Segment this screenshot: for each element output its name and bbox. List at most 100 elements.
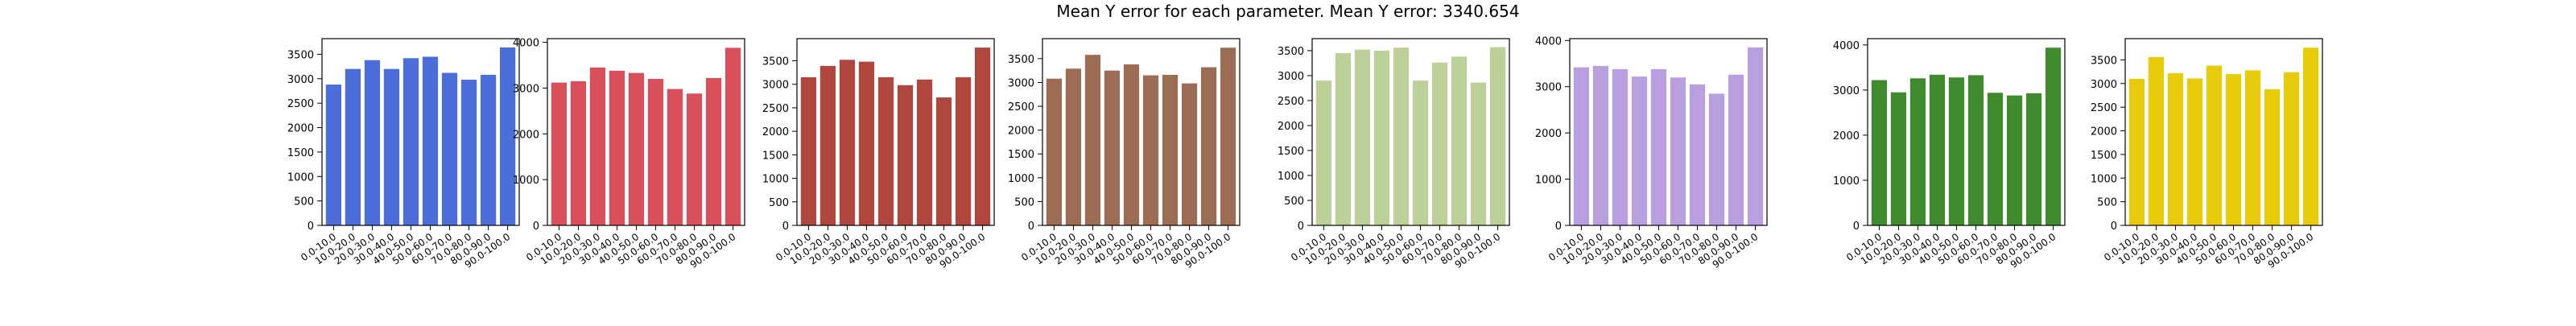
bar — [1373, 50, 1390, 225]
bar — [570, 80, 587, 225]
bar — [705, 77, 722, 226]
y-tick-label: 1500 — [762, 150, 789, 162]
y-tick-label: 0 — [1298, 221, 1304, 233]
bar — [2225, 74, 2242, 225]
y-tick-label: 0 — [1028, 221, 1034, 233]
y-tick-label: 1000 — [2091, 173, 2117, 185]
y-tick-label: 3000 — [1278, 71, 1304, 83]
y-tick-label: 0 — [2111, 221, 2117, 233]
subplot-svg: 010002000300040000.0-10.010.0-20.020.0-3… — [1535, 35, 1768, 270]
y-tick-label: 500 — [2097, 197, 2117, 209]
y-tick-label: 2500 — [1278, 96, 1304, 108]
y-tick-label: 4000 — [1535, 35, 1562, 47]
bar — [2244, 70, 2261, 225]
bar — [1181, 83, 1198, 225]
y-tick-label: 3000 — [762, 80, 789, 92]
bar — [1929, 74, 1946, 225]
y-tick-label: 500 — [294, 196, 314, 208]
y-tick-label: 2000 — [1535, 128, 1562, 140]
y-tick-label: 1000 — [1833, 175, 1860, 188]
subplot-2: 0 1000 2000 3000 4000 0.0-10.0 10.0-20.0 20.0-3… — [491, 0, 777, 326]
subplot-5: 0 500 1000 1500 2000 2500 3000 3500 0.0-10.0 10.0… — [1256, 0, 1542, 326]
y-tick-label: 0 — [308, 221, 314, 233]
bar — [916, 79, 933, 225]
y-tick-label: 0 — [1555, 221, 1562, 233]
y-tick-label: 3000 — [2091, 79, 2117, 91]
bar — [1084, 55, 1101, 226]
y-tick-label: 1500 — [1008, 149, 1034, 161]
subplot-4: 0 500 1000 1500 2000 2500 3000 3500 0.0-10.0 10.0… — [986, 0, 1272, 326]
bar — [628, 72, 645, 226]
bar — [819, 65, 836, 225]
bar — [1967, 75, 1984, 225]
bar — [2006, 95, 2023, 225]
bar — [499, 47, 516, 226]
bar — [551, 82, 568, 225]
y-tick-label: 2000 — [1008, 126, 1034, 138]
y-tick-label: 3500 — [287, 49, 314, 61]
bar — [2302, 47, 2319, 225]
bar — [2186, 78, 2203, 225]
bar — [1065, 68, 1082, 225]
bar — [2148, 56, 2165, 225]
bar — [325, 85, 342, 225]
axes-frame — [1569, 38, 1768, 226]
y-tick-label: 3000 — [1535, 82, 1562, 94]
y-tick-label: 3000 — [287, 74, 314, 86]
subplot-svg: 05001000150020002500300035000.0-10.010.0… — [1008, 38, 1241, 270]
y-tick-label: 2000 — [1278, 121, 1304, 133]
bar — [1650, 68, 1667, 226]
y-tick-label: 0 — [782, 221, 789, 233]
bar — [839, 60, 856, 225]
y-tick-label: 1000 — [762, 174, 789, 186]
bar — [877, 76, 894, 225]
bar — [2025, 93, 2042, 225]
bar — [1162, 74, 1179, 225]
bar — [686, 93, 703, 226]
y-tick-label: 500 — [1284, 196, 1304, 208]
y-tick-label: 0 — [533, 221, 539, 233]
y-tick-label: 3500 — [762, 56, 789, 68]
bar — [1631, 76, 1648, 225]
bar — [2128, 78, 2145, 225]
y-tick-label: 2000 — [287, 123, 314, 135]
y-tick-label: 1000 — [1535, 175, 1562, 187]
subplot-svg: 05001000150020002500300035000.0-10.010.0… — [287, 38, 520, 270]
bar — [2045, 47, 2062, 226]
bar — [724, 47, 741, 226]
bar — [1123, 64, 1140, 226]
y-tick-label: 4000 — [1833, 40, 1860, 52]
bar — [1871, 80, 1888, 225]
y-tick-label: 1500 — [287, 147, 314, 159]
axes-frame — [321, 38, 520, 226]
subplot-7: 0 1000 2000 3000 4000 0.0-10.0 10.0-20.0 20.0-3… — [1811, 0, 2097, 326]
subplot-svg: 010002000300040000.0-10.010.0-20.020.0-3… — [513, 38, 745, 270]
bar — [383, 68, 400, 226]
bar — [1612, 68, 1629, 226]
bar — [2264, 89, 2281, 225]
y-tick-label: 2000 — [513, 129, 539, 141]
y-tick-label: 2500 — [1008, 101, 1034, 113]
bar — [402, 58, 419, 225]
y-tick-label: 1000 — [1278, 171, 1304, 183]
bar — [955, 76, 972, 225]
axes-frame — [1311, 38, 1510, 226]
bar — [609, 70, 625, 225]
bar — [1354, 49, 1371, 226]
y-tick-label: 3000 — [1008, 77, 1034, 89]
bar — [1104, 70, 1121, 226]
bar — [1728, 74, 1744, 225]
bar — [1046, 78, 1063, 226]
axes-frame — [1867, 38, 2066, 226]
axes-frame — [2124, 38, 2323, 226]
bar — [1747, 47, 1764, 225]
subplot-svg: 05001000150020002500300035000.0-10.010.0… — [1278, 38, 1510, 270]
y-tick-label: 500 — [1014, 196, 1034, 208]
y-tick-label: 1500 — [1278, 146, 1304, 158]
bar — [647, 79, 664, 225]
y-tick-label: 2000 — [1833, 130, 1860, 142]
y-tick-label: 3000 — [513, 83, 539, 95]
bar — [1431, 62, 1448, 225]
y-tick-label: 1000 — [287, 171, 314, 184]
bar — [460, 80, 477, 226]
